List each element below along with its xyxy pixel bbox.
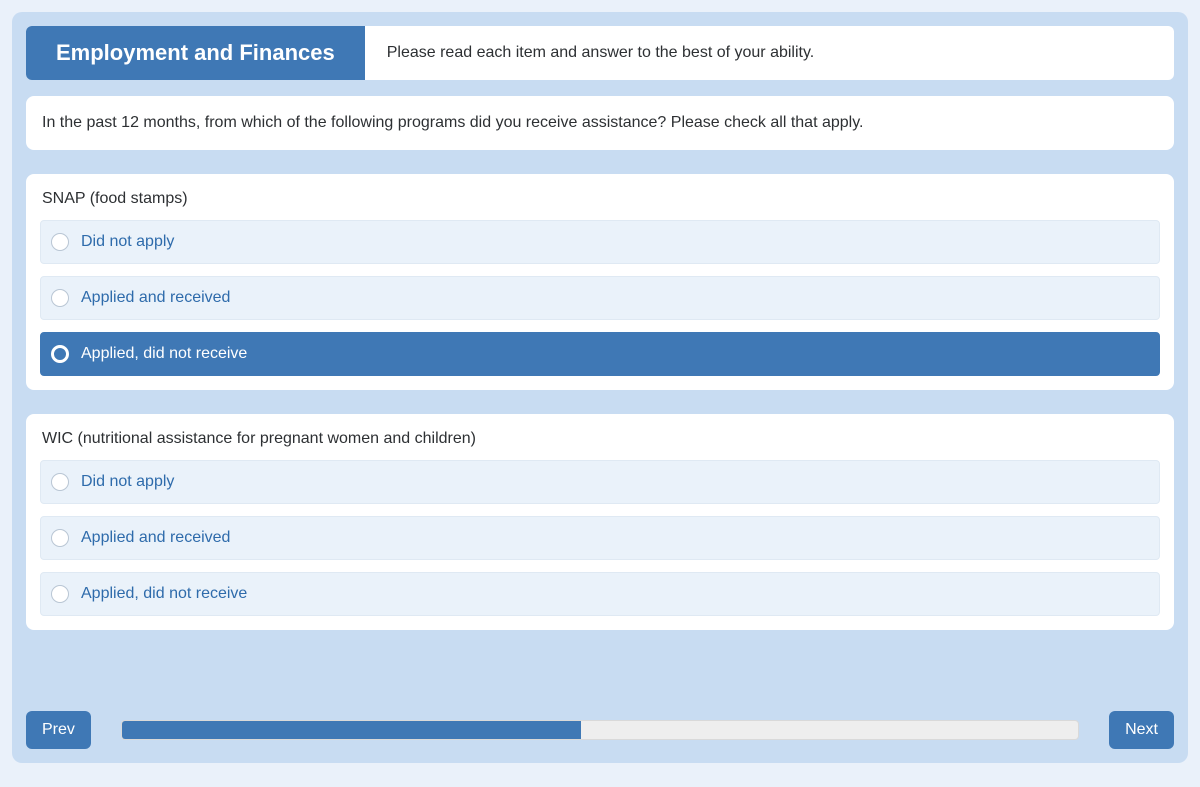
option-label: Did not apply bbox=[81, 233, 174, 251]
option-did-not-apply[interactable]: Did not apply bbox=[40, 460, 1160, 504]
next-button[interactable]: Next bbox=[1109, 711, 1174, 749]
option-applied-received[interactable]: Applied and received bbox=[40, 276, 1160, 320]
progress-fill bbox=[122, 721, 581, 739]
option-applied-not-received[interactable]: Applied, did not receive bbox=[40, 332, 1160, 376]
option-label: Applied and received bbox=[81, 529, 230, 547]
question-item: WIC (nutritional assistance for pregnant… bbox=[26, 414, 1174, 630]
item-title: WIC (nutritional assistance for pregnant… bbox=[40, 428, 1160, 460]
section-title: Employment and Finances bbox=[26, 26, 365, 80]
radio-icon bbox=[51, 585, 69, 603]
question-item: SNAP (food stamps) Did not apply Applied… bbox=[26, 174, 1174, 390]
prev-button[interactable]: Prev bbox=[26, 711, 91, 749]
option-applied-not-received[interactable]: Applied, did not receive bbox=[40, 572, 1160, 616]
radio-icon bbox=[51, 233, 69, 251]
item-title: SNAP (food stamps) bbox=[40, 188, 1160, 220]
radio-icon bbox=[51, 473, 69, 491]
radio-icon bbox=[51, 289, 69, 307]
header-bar: Employment and Finances Please read each… bbox=[26, 26, 1174, 80]
question-text: In the past 12 months, from which of the… bbox=[26, 96, 1174, 150]
radio-icon bbox=[51, 345, 69, 363]
radio-icon bbox=[51, 529, 69, 547]
option-applied-received[interactable]: Applied and received bbox=[40, 516, 1160, 560]
option-did-not-apply[interactable]: Did not apply bbox=[40, 220, 1160, 264]
option-label: Applied, did not receive bbox=[81, 345, 247, 363]
progress-bar bbox=[121, 720, 1079, 740]
option-label: Applied and received bbox=[81, 289, 230, 307]
survey-panel: Employment and Finances Please read each… bbox=[12, 12, 1188, 763]
option-label: Did not apply bbox=[81, 473, 174, 491]
footer-nav: Prev Next bbox=[26, 699, 1174, 749]
section-instruction: Please read each item and answer to the … bbox=[365, 26, 837, 80]
option-label: Applied, did not receive bbox=[81, 585, 247, 603]
